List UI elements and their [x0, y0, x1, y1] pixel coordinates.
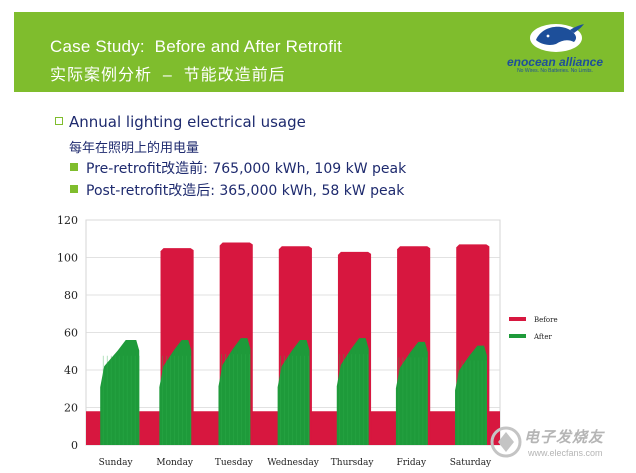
y-tick-label: 0 [71, 439, 78, 452]
after-day-area [336, 338, 369, 445]
x-tick-label: Tuesday [215, 458, 254, 468]
x-tick-label: Saturday [450, 458, 492, 468]
slide-subtitle: 实际案例分析 – 节能改造前后 [50, 67, 286, 84]
y-tick-label: 60 [64, 327, 78, 340]
legend-swatch [509, 317, 526, 321]
y-tick-label: 20 [64, 402, 78, 415]
bullet-pre-retrofit: Pre-retrofit改造前: 765,000 kWh, 109 kW pea… [86, 161, 407, 177]
after-day-area [159, 340, 192, 445]
y-tick-label: 80 [64, 289, 78, 302]
logo-wordmark: enocean alliance [506, 55, 604, 69]
legend-swatch [509, 334, 526, 338]
bullet-square-icon [55, 117, 63, 125]
title-banner: Case Study: Before and After Retrofit 实际… [14, 12, 624, 92]
after-day-area [218, 338, 251, 445]
whale-icon [530, 24, 584, 52]
x-tick-label: Friday [396, 458, 427, 468]
x-tick-label: Wednesday [267, 458, 319, 468]
y-tick-label: 120 [57, 214, 78, 227]
after-day-area [395, 341, 428, 445]
x-tick-label: Sunday [99, 458, 134, 468]
enocean-logo: enocean alliance No Wires. No Batteries.… [496, 16, 616, 74]
after-day-area [100, 340, 140, 445]
after-day-area [455, 345, 487, 445]
after-day-area [277, 340, 310, 445]
bullet-main: Annual lighting electrical usage [69, 113, 306, 131]
bullet-main-cn: 每年在照明上的用电量 [69, 141, 200, 156]
logo-tagline: No Wires. No Batteries. No Limits. [517, 68, 593, 74]
bullet-post-retrofit: Post-retrofit改造后: 365,000 kWh, 58 kW pea… [86, 183, 405, 199]
slide-title: Case Study: Before and After Retrofit [50, 37, 343, 56]
watermark-text: 电子发烧友 [524, 429, 605, 446]
legend-label: Before [534, 316, 558, 324]
watermark-url: www.elecfans.com [528, 448, 603, 458]
y-tick-label: 40 [64, 364, 78, 377]
watermark: 电子发烧友 www.elecfans.com [488, 418, 628, 468]
x-tick-label: Monday [156, 458, 194, 468]
watermark-logo-icon [490, 426, 522, 458]
bullet-fill-icon [70, 163, 78, 171]
x-tick-label: Thursday [331, 458, 375, 468]
legend-label: After [533, 333, 552, 341]
bullet-fill-icon [70, 185, 78, 193]
y-tick-label: 100 [57, 252, 78, 265]
usage-chart: 0 20 40 60 80 100 120 Sunday Monday Tuesday Wedne… [57, 214, 558, 468]
